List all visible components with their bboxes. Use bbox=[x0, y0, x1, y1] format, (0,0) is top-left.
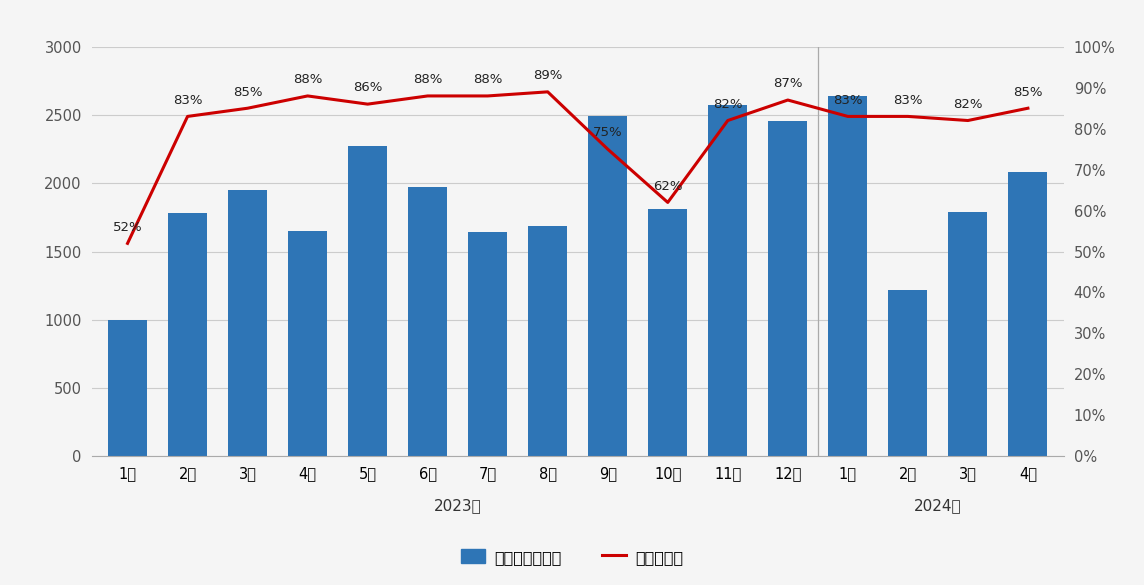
Bar bbox=[228, 190, 267, 456]
Text: 86%: 86% bbox=[353, 81, 382, 94]
Text: 87%: 87% bbox=[773, 77, 803, 90]
Text: 52%: 52% bbox=[113, 221, 142, 233]
Text: 83%: 83% bbox=[173, 94, 202, 106]
Text: 88%: 88% bbox=[413, 73, 443, 86]
Text: 82%: 82% bbox=[953, 98, 983, 111]
Text: 89%: 89% bbox=[533, 69, 563, 82]
Text: 88%: 88% bbox=[293, 73, 323, 86]
Bar bbox=[168, 214, 207, 456]
Text: 85%: 85% bbox=[233, 85, 262, 98]
Bar bbox=[468, 232, 507, 456]
Bar bbox=[108, 320, 148, 456]
Bar bbox=[769, 121, 808, 456]
Bar bbox=[529, 226, 567, 456]
Bar bbox=[1008, 173, 1048, 456]
Bar bbox=[889, 290, 928, 456]
Text: 2023年: 2023年 bbox=[434, 498, 482, 514]
Bar bbox=[408, 187, 447, 456]
Text: 83%: 83% bbox=[833, 94, 863, 106]
Bar bbox=[649, 209, 688, 456]
Text: 82%: 82% bbox=[713, 98, 742, 111]
Bar bbox=[288, 231, 327, 456]
Text: 2024年: 2024年 bbox=[914, 498, 962, 514]
Text: 75%: 75% bbox=[593, 126, 622, 139]
Bar bbox=[588, 116, 627, 456]
Bar bbox=[348, 146, 387, 456]
Legend: 出货量（万部）, 出货量占比: 出货量（万部）, 出货量占比 bbox=[454, 543, 690, 571]
Bar bbox=[708, 105, 747, 456]
Bar bbox=[828, 96, 867, 456]
Text: 88%: 88% bbox=[472, 73, 502, 86]
Text: 85%: 85% bbox=[1014, 85, 1042, 98]
Bar bbox=[948, 212, 987, 456]
Text: 83%: 83% bbox=[893, 94, 922, 106]
Text: 62%: 62% bbox=[653, 180, 683, 192]
